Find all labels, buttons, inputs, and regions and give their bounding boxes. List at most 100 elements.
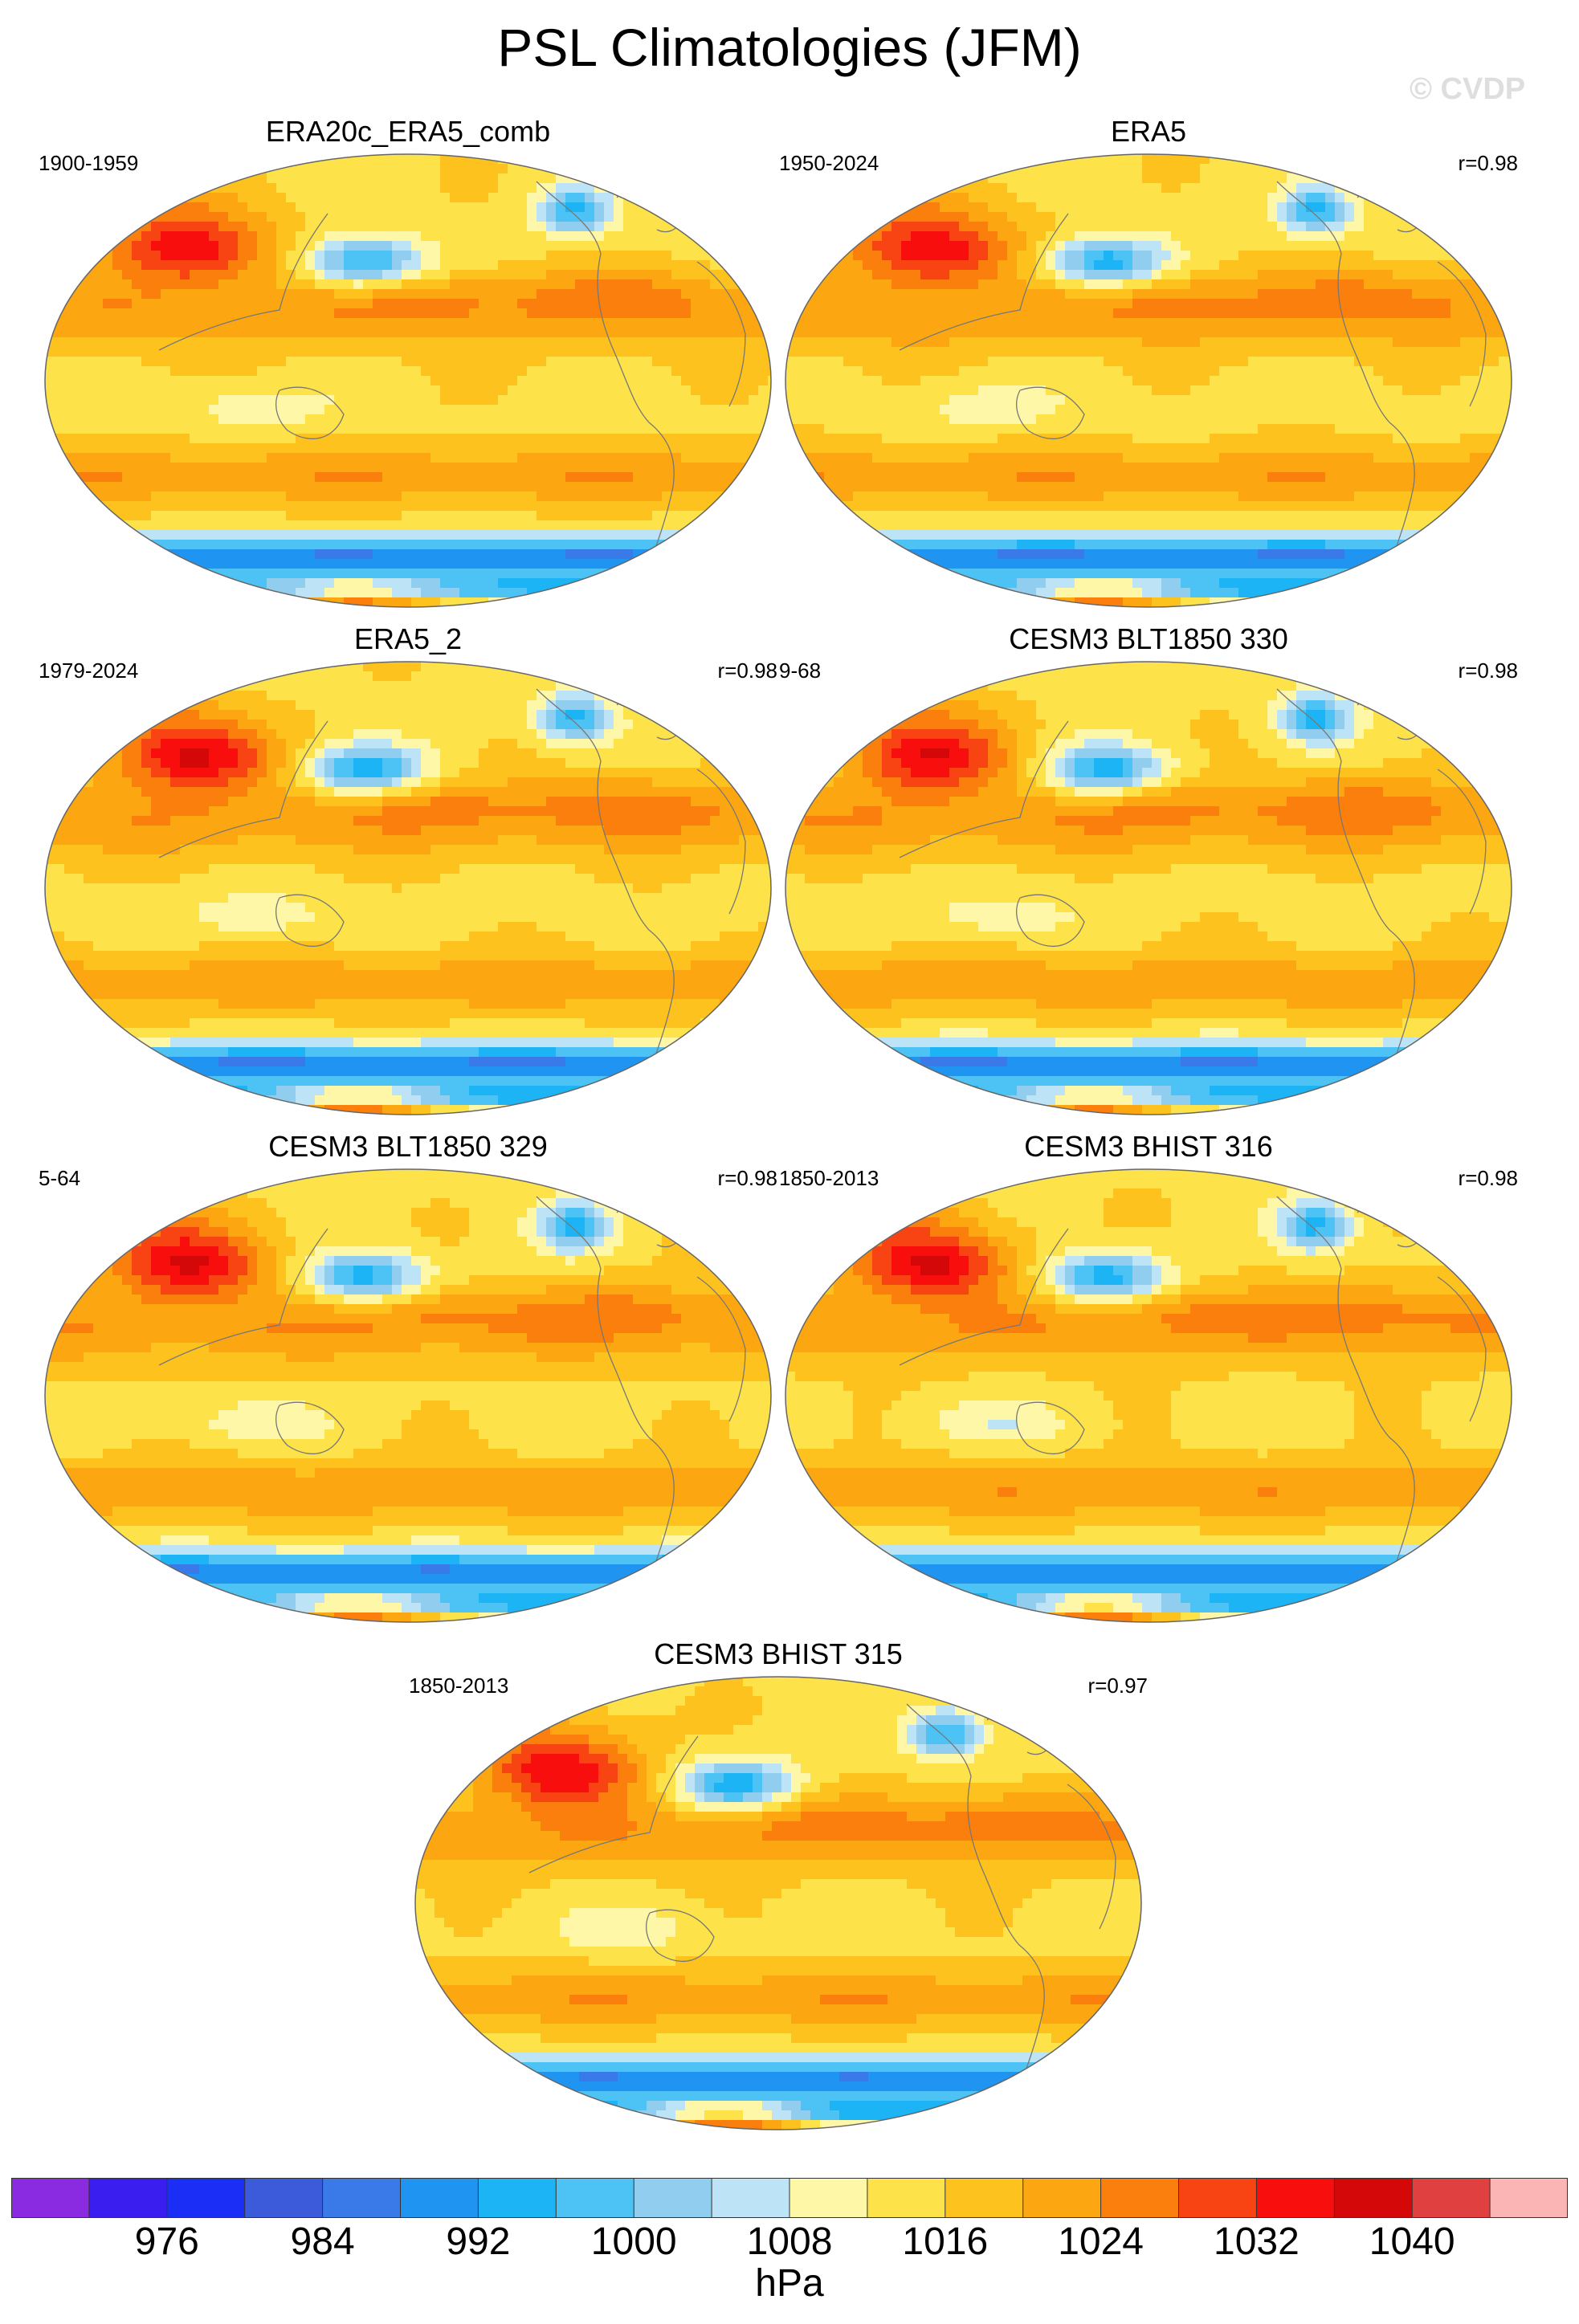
pressure-cell	[161, 347, 171, 357]
pressure-cell	[479, 202, 489, 213]
pressure-cell	[334, 347, 345, 357]
pressure-cell	[74, 337, 84, 348]
pressure-cell	[209, 241, 219, 251]
pressure-cell	[1055, 299, 1066, 309]
pressure-cell	[920, 337, 931, 348]
pressure-cell	[843, 279, 854, 290]
pressure-cell	[132, 357, 142, 367]
pressure-cell	[421, 511, 431, 521]
pressure-cell	[373, 260, 383, 271]
pressure-cell	[517, 299, 528, 309]
pressure-cell	[1441, 424, 1451, 434]
pressure-cell	[267, 405, 277, 415]
pressure-cell	[517, 549, 528, 560]
pressure-cell	[421, 385, 431, 396]
pressure-cell	[151, 357, 161, 367]
pressure-cell	[228, 463, 239, 473]
pressure-cell	[257, 222, 267, 232]
pressure-cell	[949, 434, 960, 444]
pressure-cell	[141, 279, 152, 290]
pressure-cell	[1219, 193, 1230, 203]
pressure-cell	[459, 559, 470, 569]
pressure-cell	[1200, 270, 1210, 280]
pressure-cell	[430, 251, 441, 261]
pressure-cell	[1094, 357, 1104, 367]
pressure-cell	[180, 482, 190, 492]
pressure-cell	[508, 337, 518, 348]
pressure-cell	[286, 520, 296, 531]
pressure-cell	[238, 434, 248, 444]
pressure-cell	[228, 318, 239, 328]
pressure-cell	[1104, 357, 1114, 367]
pressure-cell	[363, 501, 373, 512]
pressure-cell	[508, 164, 518, 174]
pressure-cell	[940, 328, 950, 338]
pressure-cell	[209, 453, 219, 463]
pressure-cell	[1161, 395, 1172, 406]
pressure-cell	[901, 424, 912, 434]
pressure-cell	[1065, 357, 1075, 367]
pressure-cell	[1229, 328, 1239, 338]
pressure-cell	[93, 376, 104, 386]
pressure-cell	[853, 337, 863, 348]
pressure-cell	[479, 251, 489, 261]
pressure-cell	[296, 549, 306, 560]
pressure-cell	[430, 540, 441, 550]
pressure-cell	[373, 164, 383, 174]
pressure-cell	[286, 202, 296, 213]
pressure-cell	[671, 424, 682, 434]
pressure-cell	[74, 385, 84, 396]
pressure-cell	[209, 424, 219, 434]
pressure-cell	[1470, 395, 1480, 406]
pressure-cell	[1104, 173, 1114, 184]
pressure-cell	[373, 328, 383, 338]
pressure-cell	[122, 337, 133, 348]
pressure-cell	[402, 491, 412, 502]
pressure-cell	[315, 299, 325, 309]
pressure-cell	[720, 491, 730, 502]
pressure-cell	[863, 270, 873, 280]
pressure-cell	[112, 347, 123, 357]
pressure-cell	[190, 376, 200, 386]
pressure-cell	[700, 424, 711, 434]
pressure-cell	[1200, 395, 1210, 406]
pressure-cell	[1036, 212, 1047, 222]
pressure-cell	[662, 318, 672, 328]
pressure-cell	[498, 202, 508, 213]
pressure-cell	[527, 443, 537, 454]
pressure-cell	[199, 366, 210, 377]
pressure-cell	[132, 366, 142, 377]
pressure-cell	[814, 385, 825, 396]
pressure-cell	[1412, 414, 1422, 425]
pressure-cell	[1046, 212, 1056, 222]
pressure-cell	[180, 424, 190, 434]
pressure-cell	[324, 366, 335, 377]
pressure-cell	[1123, 231, 1133, 242]
pressure-cell	[623, 193, 634, 203]
pressure-cell	[324, 164, 335, 174]
pressure-cell	[959, 395, 969, 406]
pressure-cell	[363, 173, 373, 184]
pressure-cell	[1181, 270, 1191, 280]
pressure-cell	[132, 376, 142, 386]
pressure-cell	[508, 405, 518, 415]
pressure-cell	[546, 337, 557, 348]
pressure-cell	[594, 202, 605, 213]
pressure-cell	[691, 376, 701, 386]
pressure-cell	[1007, 251, 1018, 261]
pressure-cell	[691, 251, 701, 261]
pressure-cell	[1210, 154, 1220, 165]
pressure-cell	[1152, 405, 1162, 415]
pressure-cell	[1258, 424, 1268, 434]
pressure-cell	[421, 260, 431, 271]
pressure-cell	[882, 299, 892, 309]
pressure-cell	[911, 260, 921, 271]
pressure-cell	[344, 154, 354, 165]
pressure-cell	[257, 463, 267, 473]
pressure-cell	[276, 453, 287, 463]
pressure-cell	[988, 279, 998, 290]
pressure-cell	[392, 414, 402, 425]
pressure-cell	[324, 578, 335, 589]
pressure-cell	[392, 395, 402, 406]
pressure-cell	[488, 597, 499, 607]
